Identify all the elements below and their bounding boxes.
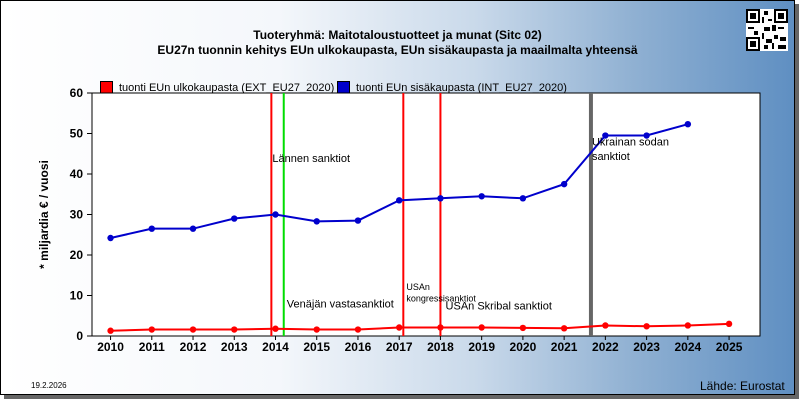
- series-point-1: [107, 234, 114, 242]
- series-point-0: [560, 325, 568, 332]
- source-label: Lähde: Eurostat: [700, 379, 785, 393]
- x-tick-label: 2017: [386, 340, 413, 354]
- series-point-0: [354, 326, 362, 333]
- event-label: sanktiot: [592, 151, 630, 163]
- series-point-1: [395, 197, 403, 204]
- x-tick-label: 2010: [97, 340, 124, 354]
- chart-area: 0 10 20 30 40 50 60 2010 2011 2012 2013 2014 2015 201…: [37, 86, 761, 354]
- series-point-0: [395, 324, 403, 331]
- legend-item-int: tuonti EUn sisäkaupasta (INT_EU27_2020): [337, 81, 567, 94]
- series-point-1: [478, 193, 485, 200]
- x-tick-label: 2025: [716, 340, 743, 354]
- legend-label-int: tuonti EUn sisäkaupasta (INT_EU27_2020): [356, 81, 567, 94]
- y-tick-label: 60: [70, 86, 84, 100]
- y-tick-label: 40: [70, 167, 84, 181]
- date-label: 19.2.2026: [31, 381, 67, 390]
- series-point-0: [148, 326, 155, 333]
- series-point-1: [148, 225, 155, 232]
- series-point-0: [478, 324, 485, 331]
- series-point-0: [272, 325, 279, 332]
- x-tick-label: 2019: [468, 340, 495, 354]
- legend-label-ext: tuonti EUn ulkokaupasta (EXT_EU27_2020): [119, 81, 335, 94]
- x-tick-label: 2014: [262, 340, 289, 354]
- x-tick-label: 2013: [221, 340, 248, 354]
- series-point-0: [519, 324, 527, 332]
- series-point-1: [272, 211, 279, 218]
- x-tick-label: 2015: [303, 340, 330, 354]
- series-point-0: [684, 322, 692, 329]
- series-point-1: [643, 132, 650, 139]
- qr-code-icon: [746, 9, 788, 51]
- series-point-0: [189, 326, 197, 333]
- series-point-1: [684, 120, 692, 128]
- x-tick-label: 2021: [551, 340, 578, 354]
- series-point-0: [313, 326, 320, 333]
- x-tick-label: 2012: [180, 340, 207, 354]
- series-point-1: [354, 217, 362, 224]
- x-tick-label: 2020: [510, 340, 537, 354]
- x-tick-label: 2018: [427, 340, 454, 354]
- series-point-0: [437, 324, 444, 331]
- series-point-0: [107, 327, 114, 334]
- x-tick-label: 2023: [633, 340, 660, 354]
- series-point-0: [231, 326, 238, 333]
- x-tick-label: 2022: [592, 340, 619, 354]
- event-label: USAn Skribal sanktiot: [446, 301, 552, 313]
- series-line-0: [110, 322, 730, 332]
- chart-title: Tuoteryhmä: Maitotaloustuotteet ja munat…: [253, 28, 542, 42]
- y-axis-label: * miljardia € / vuosi: [37, 160, 51, 269]
- series-point-1: [189, 225, 197, 232]
- event-label: USAn: [406, 282, 430, 292]
- series-point-1: [231, 215, 238, 222]
- chart-subtitle: EU27n tuonnin kehitys EUn ulkokaupasta, …: [157, 43, 638, 57]
- event-label: Lännen sanktiot: [272, 153, 350, 165]
- event-label: Venäjän vastasanktiot: [287, 299, 394, 311]
- y-tick-label: 30: [70, 208, 84, 222]
- x-tick-label: 2024: [674, 340, 701, 354]
- x-tick-label: 2011: [139, 340, 165, 354]
- y-tick-label: 0: [76, 329, 83, 343]
- series-point-1: [560, 180, 568, 188]
- event-label: Ukrainan sodan: [592, 137, 669, 149]
- x-tick-label: 2016: [345, 340, 372, 354]
- series-point-1: [313, 218, 320, 225]
- series-point-0: [725, 320, 733, 328]
- y-tick-label: 50: [70, 127, 84, 141]
- series-point-1: [519, 195, 527, 202]
- series-point-0: [602, 322, 609, 329]
- series-point-0: [643, 323, 650, 330]
- y-tick-label: 20: [70, 248, 84, 262]
- legend-item-ext: tuonti EUn ulkokaupasta (EXT_EU27_2020): [100, 81, 334, 94]
- y-tick-label: 10: [70, 289, 84, 303]
- series-point-1: [437, 195, 444, 202]
- series-point-1: [602, 132, 609, 139]
- event-label: kongressisanktiot: [406, 294, 476, 304]
